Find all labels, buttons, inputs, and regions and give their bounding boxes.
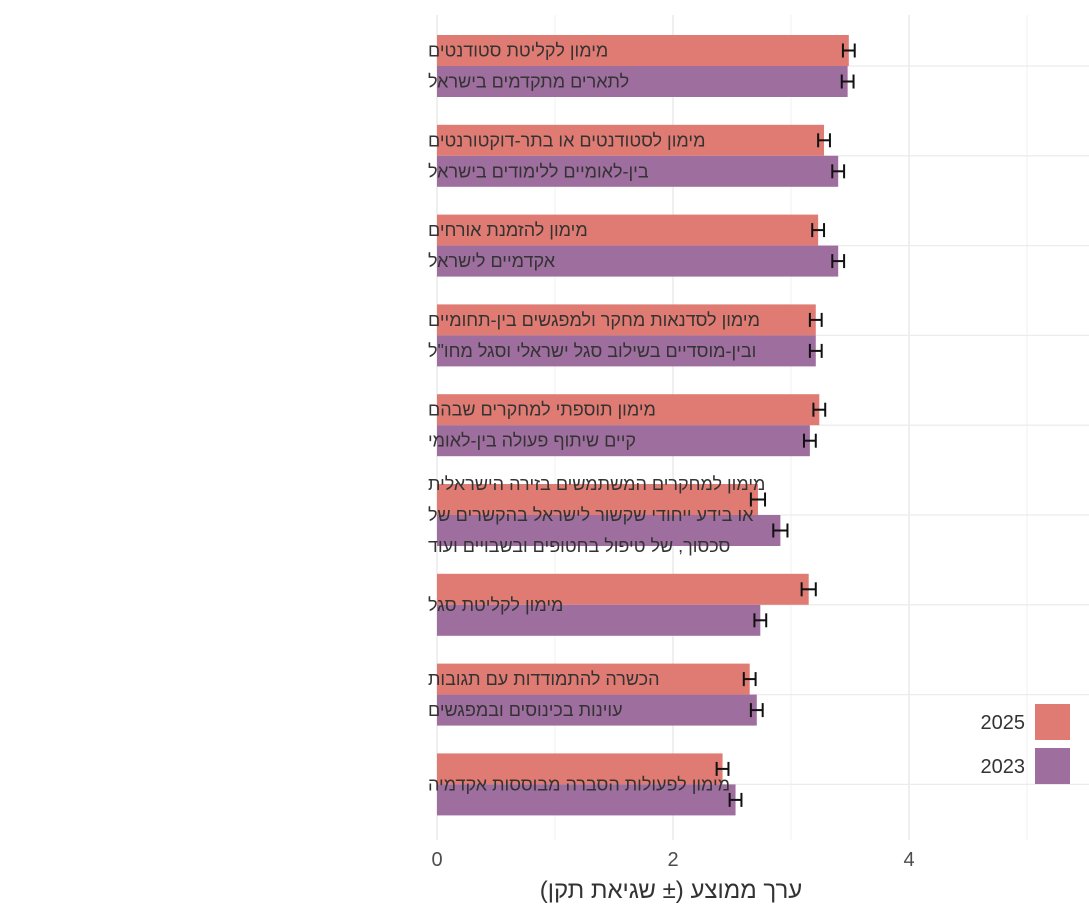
x-axis-title: ערך ממוצע (± שגיאת תקן)	[540, 877, 803, 904]
category-label: מימון להזמנת אורחים	[428, 220, 588, 240]
legend-label: 2023	[981, 756, 1026, 778]
category-label: ובין-מוסדיים בשילוב סגל ישראלי וסגל מחו"…	[428, 341, 756, 361]
category-label: מימון לקליטת סגל	[428, 595, 563, 615]
category-label: לתארים מתקדמים בישראל	[428, 72, 629, 92]
bar-2025	[437, 35, 849, 66]
bar-2025	[437, 484, 758, 515]
category-label: מימון לפעולות הסברה מבוססות אקדמיה	[428, 774, 730, 794]
x-axis-ticks: 0 2 4	[431, 849, 914, 871]
bars	[437, 35, 849, 816]
category-label: הכשרה להתמודדות עם תגובות	[428, 669, 660, 689]
legend-swatch-2023	[1035, 748, 1070, 784]
category-label: מימון לסטודנטים או בתר-דוקטורנטים	[428, 130, 705, 150]
legend: 2025 2023	[981, 704, 1070, 784]
bar-2025	[437, 394, 820, 426]
bar-2023	[437, 694, 757, 726]
bar-2023	[437, 604, 761, 636]
bar-2023	[437, 784, 736, 816]
x-tick-label: 4	[903, 849, 914, 871]
legend-swatch-2025	[1035, 704, 1070, 740]
category-label: קיים שיתוף פעולה בין-לאומי	[428, 431, 636, 451]
category-labels: מימון לקליטת סטודנטים לתארים מתקדמים בישר…	[428, 41, 765, 795]
category-label: מימון תוספתי למחקרים שבהם	[428, 400, 656, 420]
bar-2025	[437, 573, 809, 605]
category-label: או בידע ייחודי שקשור לישראל בהקשרים של	[428, 505, 754, 525]
bar-2023	[437, 66, 848, 97]
category-label: מימון לקליטת סטודנטים	[428, 41, 608, 61]
bar-2025	[437, 304, 816, 336]
bar-2025	[437, 753, 723, 785]
x-tick-label: 0	[431, 849, 442, 871]
legend-label: 2025	[981, 712, 1026, 734]
bar-2023	[437, 515, 781, 546]
x-tick-label: 2	[667, 849, 678, 871]
category-label: עוינות בכינוסים ובמפגשים	[428, 700, 623, 720]
bar-2025	[437, 663, 750, 695]
error-bars	[715, 43, 856, 807]
bar-2023	[437, 245, 839, 277]
category-label: מימון למחקרים המשתמשים בזירה הישראלית	[428, 474, 765, 494]
bar-2025	[437, 124, 825, 156]
bar-2025	[437, 214, 819, 246]
bar-2023	[437, 335, 816, 367]
category-label: סכסוך, של טיפול בחטופים ובשבויים ועוד	[428, 536, 730, 556]
category-label: מימון לסדנאות מחקר ולמפגשים בין-תחומיים	[428, 310, 760, 330]
category-label: אקדמיים לישראל	[428, 251, 556, 271]
bar-2023	[437, 155, 839, 187]
category-label: בין-לאומיים ללימודים בישראל	[428, 161, 649, 181]
bar-2023	[437, 425, 810, 457]
